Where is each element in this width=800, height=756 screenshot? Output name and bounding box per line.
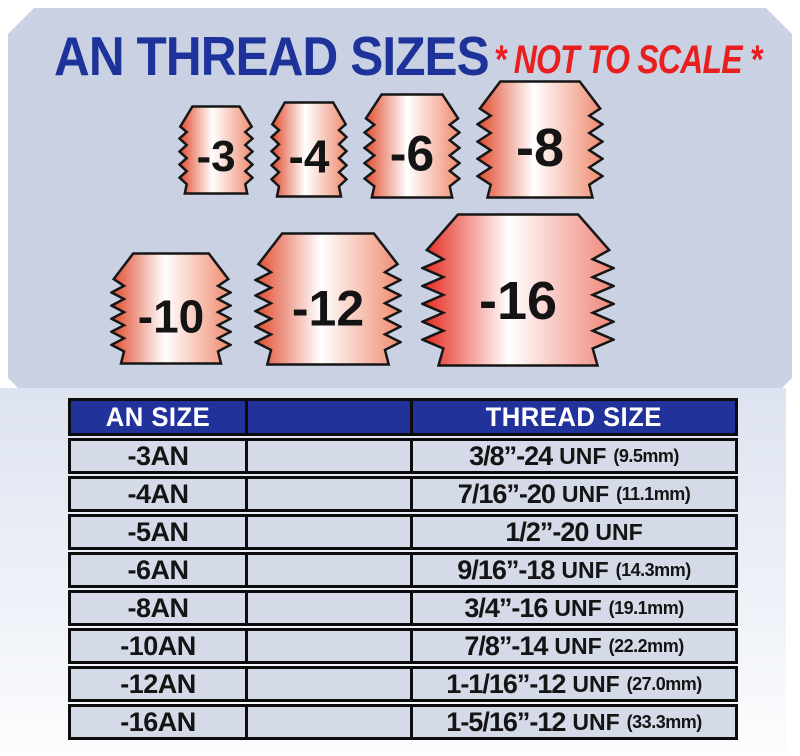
fitting-label: -12: [292, 280, 364, 336]
thread-size-value: 1-5/16”-12: [446, 706, 566, 737]
an-size-header-label: AN SIZE: [105, 401, 211, 432]
table-row: -16AN 1-5/16”-12 UNF (33.3mm): [68, 704, 738, 740]
top-panel: AN THREAD SIZES * NOT TO SCALE * -3 -4 -6 -…: [8, 8, 792, 388]
an-size-cell: -10AN: [71, 631, 248, 661]
spacer-cell: [248, 555, 413, 585]
header-cell-thread-size: THREAD SIZE: [413, 401, 735, 433]
fitting-illustration-4: -4: [270, 101, 348, 198]
unf-label: UNF: [561, 480, 610, 507]
an-size-value: -10AN: [120, 630, 196, 661]
spacer-cell: [248, 631, 413, 661]
unf-label: UNF: [559, 442, 607, 469]
page-title: AN THREAD SIZES: [54, 25, 489, 87]
unf-label: UNF: [554, 632, 602, 659]
mm-equivalent: (19.1mm): [608, 597, 685, 618]
unf-label: UNF: [554, 594, 602, 621]
unf-label: UNF: [572, 708, 620, 735]
table-header-row: AN SIZE THREAD SIZE: [68, 398, 738, 436]
an-size-cell: -8AN: [71, 593, 248, 623]
an-size-value: -6AN: [127, 554, 189, 585]
mm-equivalent: (22.2mm): [608, 635, 685, 656]
unf-label: UNF: [572, 670, 620, 697]
unf-label: UNF: [595, 518, 643, 545]
an-size-value: -3AN: [127, 440, 189, 471]
table-row: -5AN 1/2”-20 UNF: [68, 514, 738, 550]
thread-size-value: 7/8”-14: [464, 630, 548, 661]
thread-size-cell: 3/4”-16 UNF (19.1mm): [413, 593, 735, 623]
an-size-value: -16AN: [120, 706, 196, 737]
an-size-cell: -12AN: [71, 669, 248, 699]
fitting-illustration-16: -16: [421, 213, 615, 367]
an-size-cell: -16AN: [71, 707, 248, 737]
an-size-value: -5AN: [127, 516, 189, 547]
spacer-cell: [248, 517, 413, 547]
an-size-cell: -3AN: [71, 441, 248, 471]
an-size-cell: -4AN: [71, 479, 248, 509]
an-size-value: -12AN: [120, 668, 196, 699]
thread-size-cell: 1-1/16”-12 UNF (27.0mm): [413, 669, 735, 699]
an-size-cell: -5AN: [71, 517, 248, 547]
thread-size-cell: 9/16”-18 UNF (14.3mm): [413, 555, 735, 585]
not-to-scale-note: * NOT TO SCALE *: [494, 38, 762, 82]
header-cell-empty: [248, 401, 413, 433]
spacer-cell: [248, 441, 413, 471]
mm-equivalent: (27.0mm): [626, 673, 703, 694]
table-row: -3AN 3/8”-24 UNF (9.5mm): [68, 438, 738, 474]
unf-label: UNF: [561, 556, 609, 583]
mm-equivalent: (33.3mm): [626, 711, 703, 732]
mm-equivalent: (14.3mm): [615, 559, 692, 580]
thread-size-cell: 7/8”-14 UNF (22.2mm): [413, 631, 735, 661]
table-row: -10AN 7/8”-14 UNF (22.2mm): [68, 628, 738, 664]
spacer-cell: [248, 707, 413, 737]
thread-size-value: 1/2”-20: [505, 516, 589, 547]
an-size-value: -8AN: [127, 592, 189, 623]
fitting-label: -3: [196, 132, 235, 181]
mm-equivalent: (9.5mm): [613, 445, 679, 466]
thread-size-cell: 1-5/16”-12 UNF (33.3mm): [413, 707, 735, 737]
thread-size-value: 9/16”-18: [457, 554, 555, 585]
fitting-illustration-6: -6: [363, 93, 461, 199]
an-size-value: -4AN: [127, 478, 189, 509]
table-row: -4AN 7/16”-20 UNF (11.1mm): [68, 476, 738, 512]
mm-equivalent: (11.1mm): [616, 483, 691, 504]
thread-size-value: 3/8”-24: [469, 440, 553, 471]
thread-size-cell: 3/8”-24 UNF (9.5mm): [413, 441, 735, 471]
fitting-illustration-10: -10: [110, 252, 232, 365]
fitting-illustration-3: -3: [178, 105, 254, 195]
header-cell-an-size: AN SIZE: [71, 401, 248, 433]
fitting-illustration-8: -8: [476, 80, 604, 199]
table-row: -12AN 1-1/16”-12 UNF (27.0mm): [68, 666, 738, 702]
table-row: -8AN 3/4”-16 UNF (19.1mm): [68, 590, 738, 626]
table-row: -6AN 9/16”-18 UNF (14.3mm): [68, 552, 738, 588]
thread-size-cell: 7/16”-20 UNF (11.1mm): [413, 479, 735, 509]
fitting-label: -10: [138, 290, 204, 342]
fitting-illustration-12: -12: [254, 232, 402, 366]
spacer-cell: [248, 593, 413, 623]
fitting-label: -4: [289, 130, 330, 182]
table-section: AN SIZE THREAD SIZE -3AN 3/8”-24 UNF (9.…: [0, 388, 786, 756]
fitting-label: -8: [516, 118, 564, 178]
an-size-cell: -6AN: [71, 555, 248, 585]
fitting-label: -6: [390, 125, 434, 181]
thread-size-table: AN SIZE THREAD SIZE -3AN 3/8”-24 UNF (9.…: [68, 398, 738, 740]
thread-size-value: 7/16”-20: [457, 478, 556, 509]
thread-size-header-label: THREAD SIZE: [485, 401, 663, 432]
spacer-cell: [248, 479, 413, 509]
table-body: -3AN 3/8”-24 UNF (9.5mm) -4AN 7/16”-20 U…: [68, 438, 738, 740]
spacer-cell: [248, 669, 413, 699]
thread-size-value: 1-1/16”-12: [446, 668, 566, 699]
thread-size-value: 3/4”-16: [464, 592, 548, 623]
thread-size-cell: 1/2”-20 UNF: [413, 517, 735, 547]
fitting-label: -16: [479, 271, 557, 331]
